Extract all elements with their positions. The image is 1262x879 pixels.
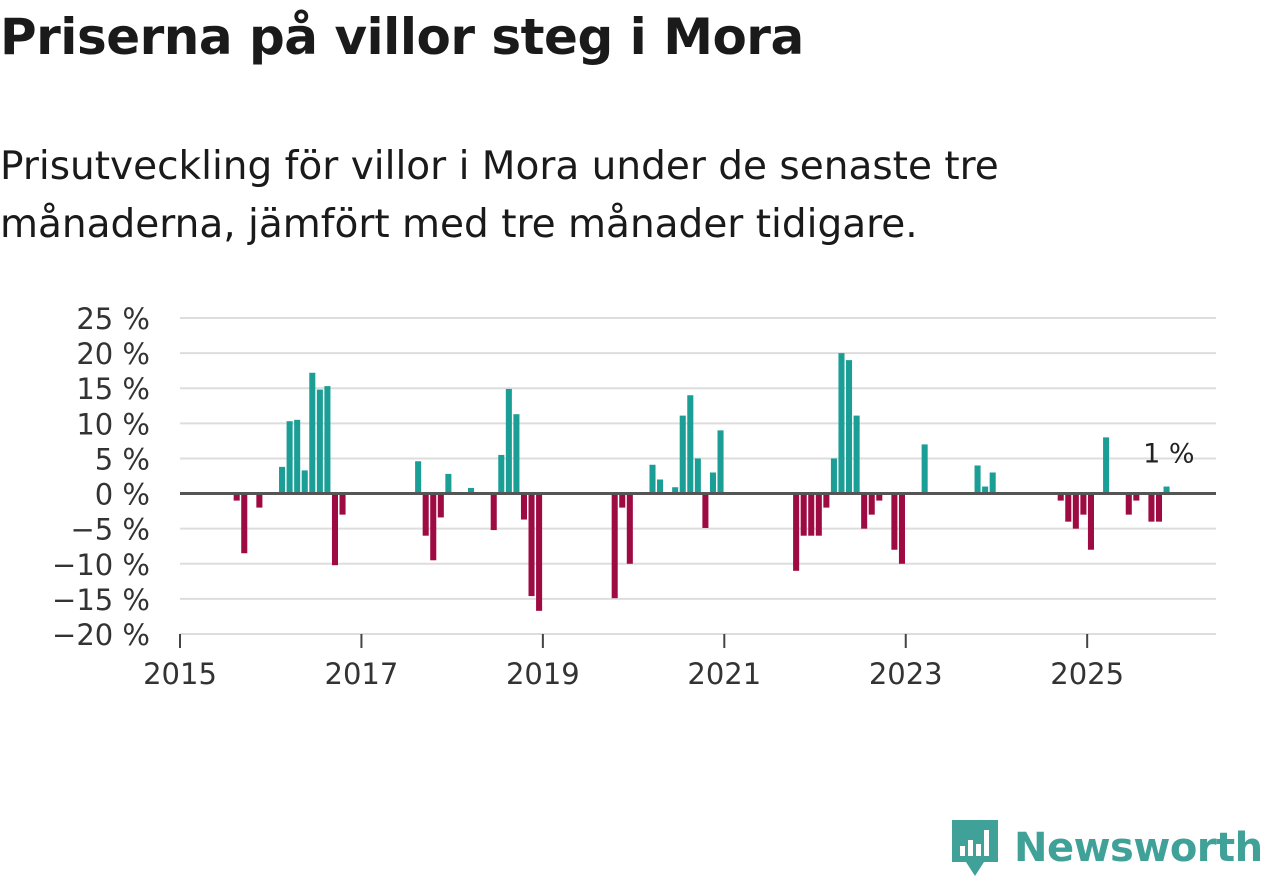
bar-2015-08 [233, 493, 240, 501]
bar-2022-04 [838, 353, 845, 494]
annotation-group: 1 % [1143, 439, 1194, 470]
bar-2016-06 [309, 372, 316, 494]
bar-2020-09 [694, 458, 701, 494]
bar-2022-12 [898, 493, 905, 564]
bar-2018-11 [528, 493, 535, 597]
x-tick-label: 2021 [687, 657, 761, 691]
bar-2025-06 [1125, 493, 1132, 515]
bar-2025-10 [1155, 493, 1163, 522]
bar-2023-12 [989, 472, 996, 494]
bar-2021-11 [800, 493, 807, 536]
bar-2023-11 [982, 486, 989, 494]
y-tick-label: 25 % [76, 302, 150, 336]
chart-title: Priserna på villor steg i Mora [0, 8, 804, 66]
y-tick-label: 10 % [76, 407, 150, 441]
y-tick-label: −10 % [52, 548, 150, 582]
bar-2024-11 [1072, 493, 1079, 529]
bar-chart: 25 %20 %15 %10 %5 %0 %−5 %−10 %−15 %−20 … [52, 302, 1216, 691]
bar-2022-08 [868, 493, 875, 515]
bar-2021-10 [793, 493, 800, 571]
bar-2022-01 [815, 493, 822, 536]
bar-2022-05 [846, 360, 853, 494]
y-tick-label: 15 % [76, 372, 150, 406]
x-tick-label: 2023 [869, 657, 943, 691]
bar-2025-01 [1087, 493, 1094, 550]
newsworthy-logo-icon [952, 820, 998, 876]
bar-2017-09 [422, 493, 429, 536]
bar-2016-04 [294, 419, 301, 494]
brand-name: Newsworthy [1014, 825, 1262, 871]
bar-2018-08 [505, 388, 512, 494]
bar-2020-10 [702, 493, 709, 528]
bar-2018-03 [468, 487, 475, 494]
bar-2020-07 [679, 415, 686, 494]
bar-2022-06 [853, 415, 860, 494]
bar-2018-10 [520, 493, 527, 520]
x-tick-label: 2025 [1050, 657, 1124, 691]
bar-2017-10 [430, 493, 437, 561]
bar-2016-02 [279, 466, 286, 494]
bar-2025-09 [1148, 493, 1155, 522]
bar-2025-07 [1133, 493, 1140, 501]
bar-2019-10 [611, 493, 618, 599]
bar-2018-12 [536, 493, 543, 611]
bar-2016-10 [339, 493, 346, 515]
x-tick-label: 2015 [143, 657, 217, 691]
bar-2023-10 [974, 465, 981, 494]
y-tick-label: −5 % [70, 513, 150, 547]
bar-2022-11 [891, 493, 898, 550]
y-axis: 25 %20 %15 %10 %5 %0 %−5 %−10 %−15 %−20 … [52, 302, 150, 652]
bar-2018-07 [498, 454, 505, 494]
y-tick-label: 20 % [76, 337, 150, 371]
bar-2022-07 [861, 493, 868, 529]
bar-2019-12 [626, 493, 633, 564]
bar-2020-11 [709, 472, 716, 494]
bar-2018-06 [490, 493, 497, 531]
brand-logo: Newsworthy [950, 818, 1262, 878]
x-tick-label: 2019 [506, 657, 580, 691]
bar-2022-09 [876, 493, 883, 501]
bar-2025-11 [1163, 486, 1170, 494]
bar-2021-12 [808, 493, 815, 536]
bar-2025-03 [1103, 437, 1110, 494]
bar-2020-03 [649, 464, 656, 494]
x-axis: 2015 2017 2019 2021 2023 2025 [143, 633, 1216, 691]
bar-2015-09 [241, 493, 248, 554]
bar-2024-10 [1065, 493, 1072, 522]
bar-2017-08 [415, 461, 422, 494]
y-tick-label: −15 % [52, 583, 150, 617]
bar-2020-04 [657, 479, 664, 494]
y-tick-label: 5 % [95, 442, 150, 476]
bar-2024-12 [1080, 493, 1087, 515]
bar-2018-09 [513, 414, 520, 494]
bar-2016-08 [324, 386, 331, 494]
bar-2017-12 [445, 473, 452, 494]
bars [233, 353, 1170, 611]
bar-2020-08 [687, 395, 694, 494]
bar-2015-11 [256, 493, 263, 508]
bar-2024-09 [1057, 493, 1064, 501]
bar-2017-11 [437, 493, 444, 518]
bar-2016-09 [331, 493, 338, 566]
bar-2022-03 [830, 458, 837, 494]
bar-2016-05 [301, 470, 308, 494]
bar-2020-06 [672, 487, 679, 494]
bar-2019-11 [619, 493, 626, 508]
bar-2020-12 [717, 430, 724, 494]
bar-2016-07 [316, 389, 323, 494]
bar-2023-03 [921, 444, 928, 494]
chart-subtitle: Prisutveckling för villor i Mora under d… [0, 144, 999, 247]
x-tick-label: 2017 [325, 657, 399, 691]
y-tick-label: −20 % [52, 618, 150, 652]
bar-2016-03 [286, 421, 293, 494]
annotation-label: 1 % [1143, 439, 1194, 470]
bar-2022-02 [823, 493, 830, 508]
y-tick-label: 0 % [95, 478, 150, 512]
